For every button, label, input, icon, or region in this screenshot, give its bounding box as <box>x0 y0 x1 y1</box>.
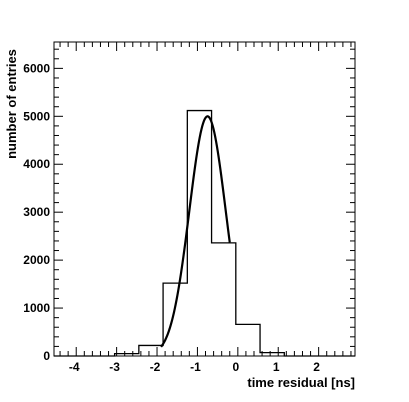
y-tick-label: 1000 <box>23 301 50 315</box>
x-tick-label: 2 <box>313 360 320 374</box>
x-tick-label: 0 <box>232 360 239 374</box>
y-tick-label: 6000 <box>23 61 50 75</box>
y-tick-label: 3000 <box>23 205 50 219</box>
axis-ticks <box>54 42 355 357</box>
x-axis-label: time residual [ns] <box>247 375 355 390</box>
histogram-step-line <box>54 109 355 357</box>
x-tick-label: 1 <box>273 360 280 374</box>
y-axis-label: number of entries <box>4 49 19 159</box>
y-tick-label: 5000 <box>23 109 50 123</box>
x-tick-label: -4 <box>69 360 80 374</box>
x-tick-label: -1 <box>190 360 201 374</box>
y-tick-label: 2000 <box>23 253 50 267</box>
x-tick-label: -3 <box>109 360 120 374</box>
y-tick-label: 0 <box>43 349 50 363</box>
gaussian-fit-curve <box>160 115 231 348</box>
plot-frame <box>53 41 356 357</box>
y-tick-label: 4000 <box>23 157 50 171</box>
x-tick-label: -2 <box>150 360 161 374</box>
tick-labels: -4 -3 -2 -1 0 1 2 0 1000 2000 3000 4000 5000 6000 <box>23 61 320 374</box>
